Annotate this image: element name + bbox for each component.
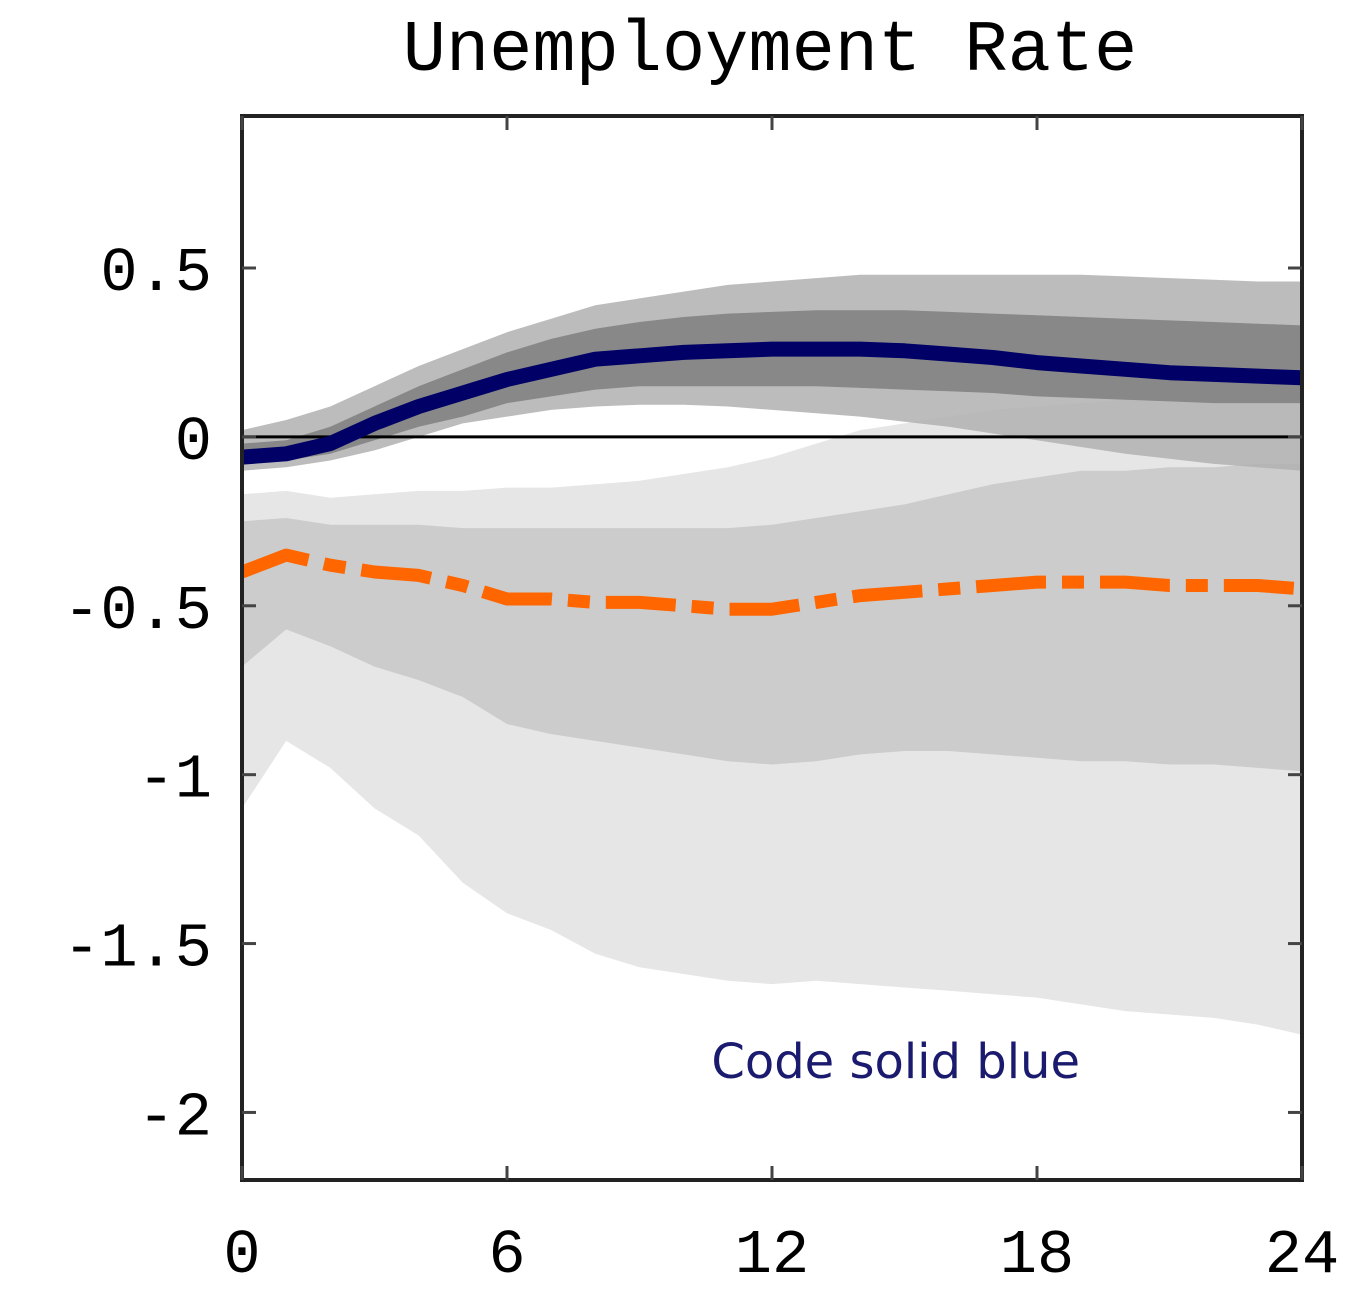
y-tick-label: -0.5 [63, 576, 212, 647]
confidence-bands [242, 274, 1302, 1035]
x-tick-label: 6 [488, 1220, 525, 1290]
x-tick-label: 18 [1000, 1220, 1074, 1290]
y-tick-label: -1.5 [63, 914, 212, 985]
chart-title: Unemployment Rate [403, 10, 1138, 92]
plot-axes [240, 114, 1304, 1182]
series-0-line [242, 341, 1302, 465]
impulse-response-lines [242, 341, 1302, 616]
tick-labels: 0 6 12 18 24 0.5 0 -0.5 -1 -1.5 -2 [63, 238, 1339, 1290]
y-tick-label: 0.5 [100, 238, 212, 309]
y-tick-label: 0 [175, 407, 212, 478]
chart-annotation: Code solid blue [711, 1034, 1080, 1090]
x-tick-label: 12 [735, 1220, 809, 1290]
y-tick-label: -1 [138, 745, 212, 816]
series-1-line [242, 548, 1302, 616]
series-0-band-inner [242, 310, 1302, 464]
x-tick-label: 0 [223, 1220, 260, 1290]
series-1-band-inner [242, 463, 1302, 772]
x-tick-label: 24 [1265, 1220, 1339, 1290]
annotations: Code solid blue [711, 1034, 1080, 1090]
y-tick-label: -2 [138, 1082, 212, 1153]
